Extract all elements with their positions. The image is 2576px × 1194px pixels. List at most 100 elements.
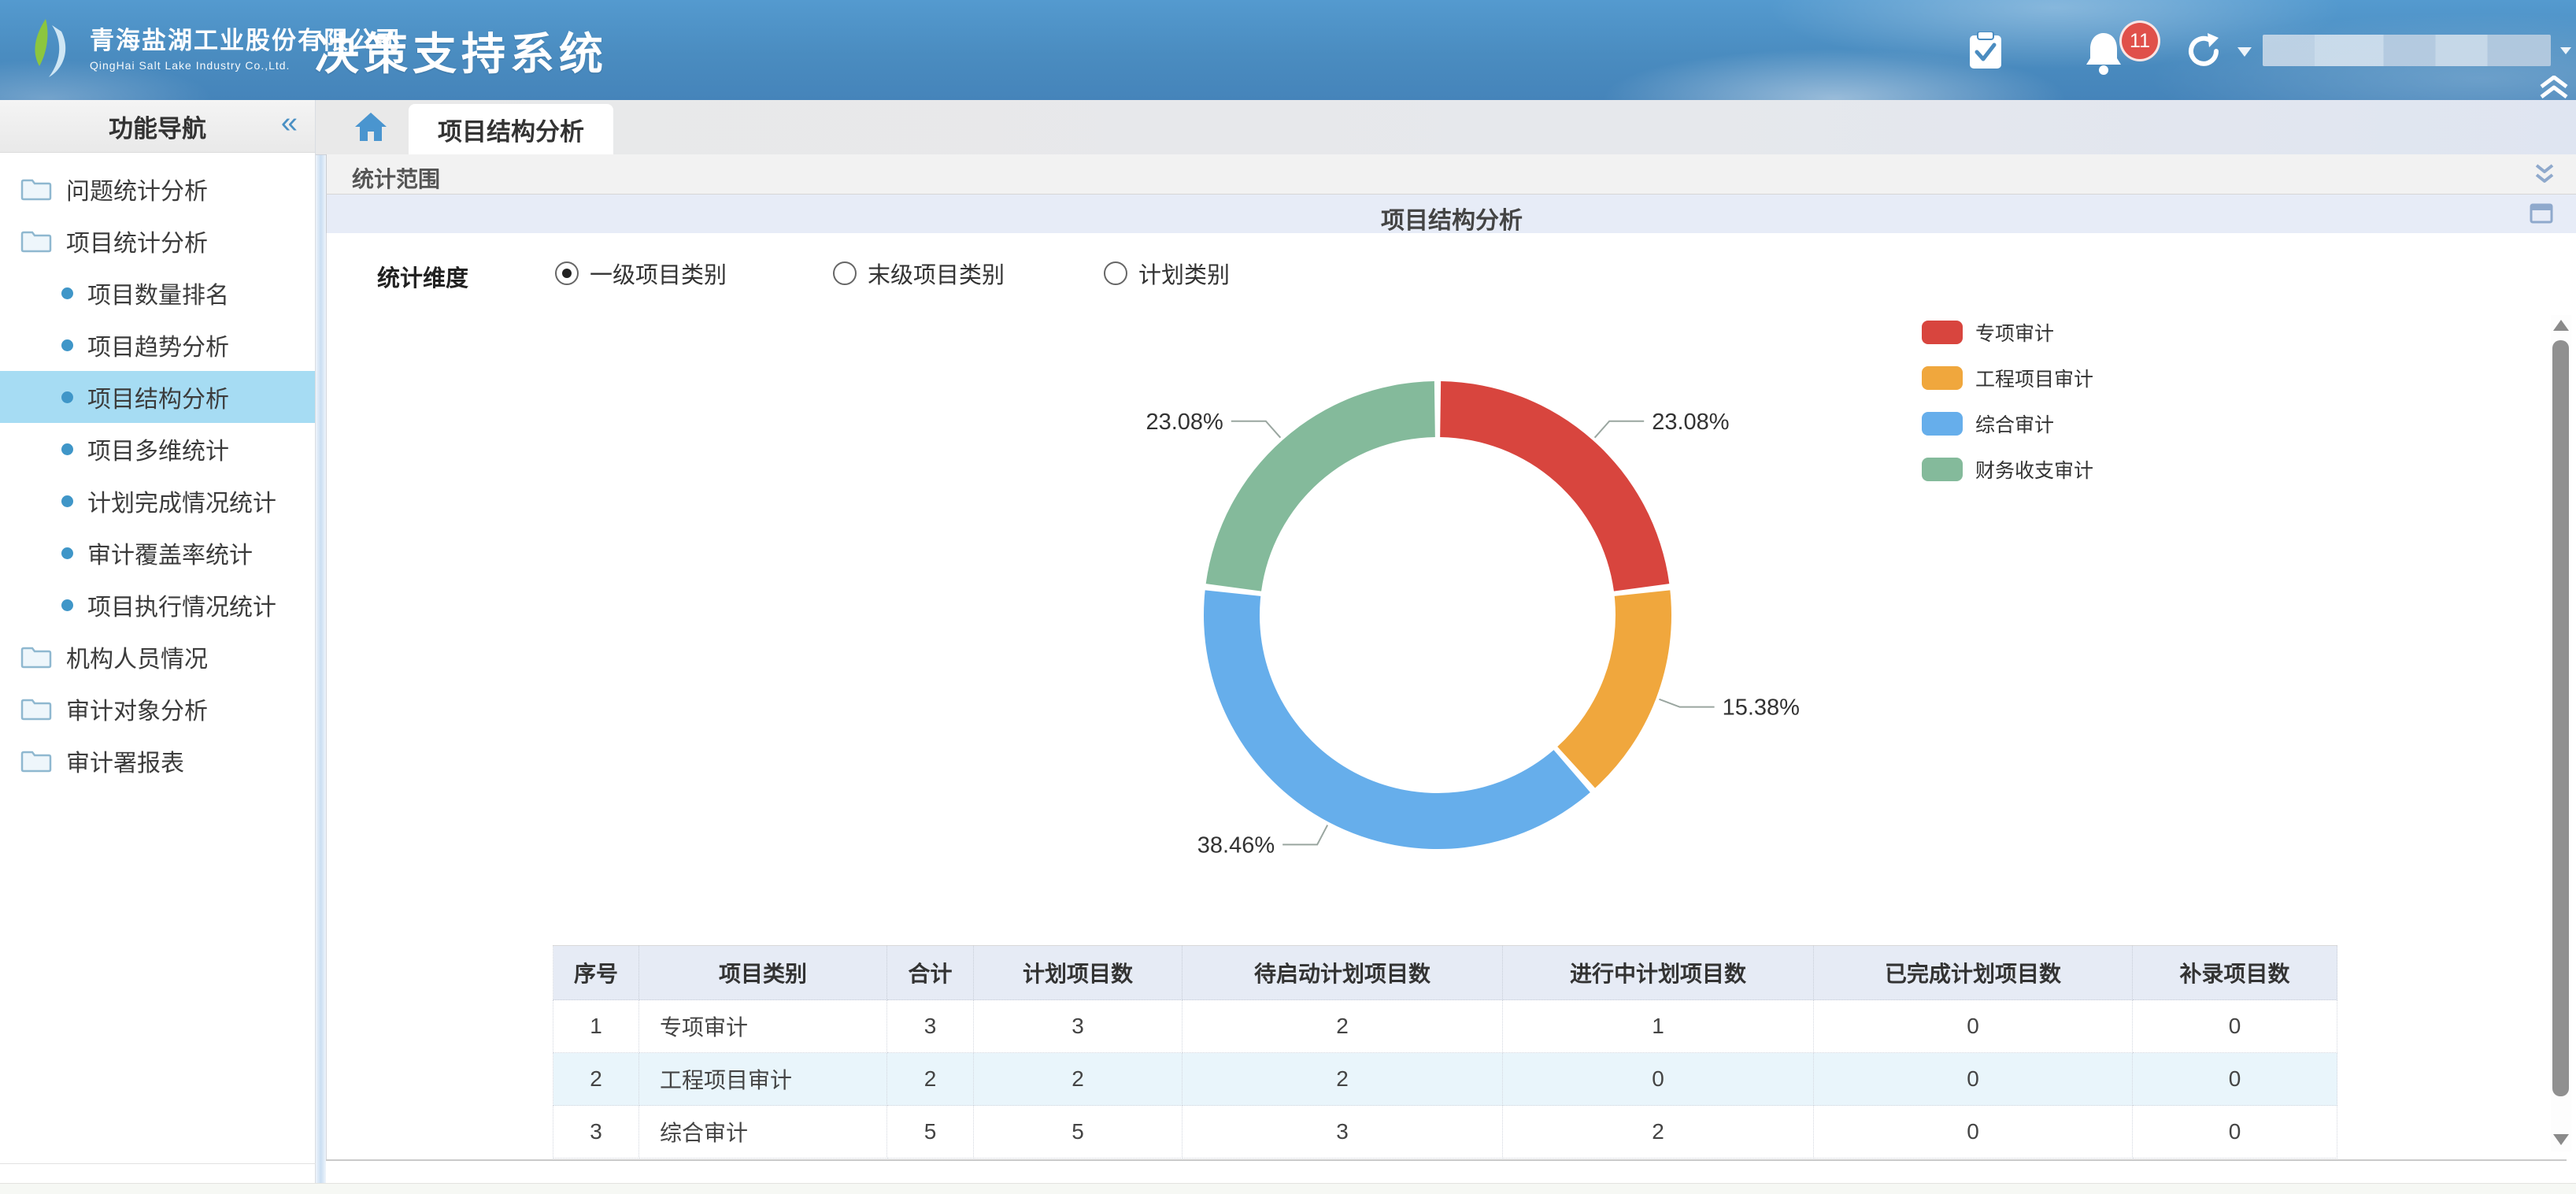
table-header-cell: 已完成计划项目数 (1813, 945, 2133, 1000)
content-bottom-divider (326, 1159, 2567, 1161)
chart-legend: 专项审计工程项目审计 综合审计财务收支审计 (1922, 318, 2093, 501)
statistics-table: 序号 项目类别 合计 计划项目数 待启动计划项目数 进行中计划项目数 已完成计划项目数 补录项… (553, 945, 2337, 1159)
refresh-icon[interactable] (2184, 32, 2223, 71)
sidebar-bottom-divider (0, 1163, 316, 1164)
legend-item-3[interactable]: 综合审计 (1922, 410, 2093, 438)
sidebar-item-label: 审计署报表 (66, 751, 184, 777)
sidebar-item-1[interactable]: 问题统计分析 (0, 163, 315, 215)
user-name-redacted[interactable] (2263, 35, 2551, 66)
expand-double-chevron-down-icon[interactable] (2533, 162, 2556, 186)
notification-badge[interactable]: 11 (2119, 20, 2160, 61)
tab-bar: 项目结构分析 (316, 100, 2576, 155)
radio-unselected-icon[interactable] (1104, 261, 1127, 285)
vertical-scrollbar[interactable] (2551, 315, 2571, 1151)
radio-selected-icon[interactable] (555, 261, 579, 285)
sidebar-item-8[interactable]: 审计覆盖率统计 (0, 527, 315, 579)
table-cell: 2 (1182, 1052, 1503, 1106)
collapse-header-chevrons-icon[interactable] (2537, 76, 2571, 99)
table-cell: 3 (973, 999, 1183, 1053)
sidebar-content-divider (316, 154, 326, 1183)
sidebar-collapse-icon[interactable]: « (280, 106, 298, 139)
chart-panel-body: 统计维度 一级项目类别 末级项目类别 计划类别 23.08% 15.38% 38.46%… (326, 233, 2576, 1159)
radio-option-1[interactable]: 一级项目类别 (555, 257, 727, 290)
maximize-window-icon[interactable] (2530, 203, 2553, 224)
table-cell: 2 (886, 1052, 974, 1106)
label-leader-line (1593, 420, 1645, 439)
sidebar-item-label: 审计覆盖率统计 (87, 543, 253, 569)
sidebar-item-11[interactable]: 审计对象分析 (0, 683, 315, 735)
company-logo: 青海盐湖工业股份有限公司 QingHai Salt Lake Industry … (22, 14, 402, 83)
folder-icon (20, 645, 52, 669)
legend-label: 综合审计 (1975, 414, 2055, 436)
sidebar-item-3[interactable]: 项目数量排名 (0, 267, 315, 319)
sidebar-item-4[interactable]: 项目趋势分析 (0, 319, 315, 371)
top-header-bar: 青海盐湖工业股份有限公司 QingHai Salt Lake Industry … (0, 0, 2576, 100)
bullet-icon (61, 599, 73, 611)
donut-slice-4[interactable] (1205, 381, 1435, 591)
sidebar-item-7[interactable]: 计划完成情况统计 (0, 475, 315, 527)
table-cell: 0 (2132, 1105, 2337, 1159)
sidebar-item-label: 审计对象分析 (66, 699, 208, 725)
legend-label: 工程项目审计 (1975, 369, 2094, 391)
label-leader-line (1282, 825, 1329, 846)
scrollbar-up-arrow-icon[interactable] (2553, 320, 2569, 331)
tasks-clipboard-icon[interactable] (1968, 32, 2003, 71)
label-leader-line (1659, 698, 1715, 708)
table-row-2[interactable]: 2 工程项目审计 2 2 2 0 0 0 (553, 1052, 2337, 1106)
radio-option-2[interactable]: 末级项目类别 (833, 257, 1005, 290)
sidebar-item-label: 项目多维统计 (87, 439, 229, 465)
donut-percent-label: 38.46% (1197, 832, 1275, 858)
label-leader-line (1231, 420, 1282, 439)
table-cell: 0 (1813, 999, 2133, 1053)
sidebar-item-label: 机构人员情况 (66, 647, 208, 673)
table-cell: 3 (553, 1105, 639, 1159)
table-cell: 5 (886, 1105, 974, 1159)
legend-swatch-icon (1922, 412, 1963, 436)
table-header-cell: 进行中计划项目数 (1502, 945, 1814, 1000)
legend-label: 财务收支审计 (1975, 460, 2094, 482)
donut-slice-2[interactable] (1557, 590, 1671, 788)
sidebar-item-5[interactable]: 项目结构分析 (0, 371, 315, 423)
sidebar-item-6[interactable]: 项目多维统计 (0, 423, 315, 475)
sidebar-item-2[interactable]: 项目统计分析 (0, 215, 315, 267)
table-cell: 2 (1182, 999, 1503, 1053)
table-cell: 3 (1182, 1105, 1503, 1159)
notifications-bell-icon[interactable] (2083, 30, 2124, 76)
tab-project-structure-analysis[interactable]: 项目结构分析 (409, 104, 613, 154)
sidebar-item-9[interactable]: 项目执行情况统计 (0, 579, 315, 631)
table-header-cell: 合计 (886, 945, 974, 1000)
user-dropdown-caret-icon[interactable] (2560, 47, 2571, 54)
scope-panel-title: 统计范围 (352, 167, 441, 191)
radio-unselected-icon[interactable] (833, 261, 857, 285)
home-icon[interactable] (353, 111, 388, 143)
table-header-cell: 序号 (553, 945, 639, 1000)
legend-item-2[interactable]: 工程项目审计 (1922, 364, 2093, 392)
table-row-1[interactable]: 1 专项审计 3 3 2 1 0 0 (553, 999, 2337, 1053)
sidebar-item-10[interactable]: 机构人员情况 (0, 631, 315, 683)
donut-slice-3[interactable] (1204, 590, 1590, 849)
scrollbar-down-arrow-icon[interactable] (2553, 1134, 2569, 1145)
legend-item-4[interactable]: 财务收支审计 (1922, 455, 2093, 484)
table-cell: 1 (1502, 999, 1814, 1053)
folder-icon (20, 229, 52, 253)
table-header-cell: 补录项目数 (2132, 945, 2337, 1000)
sidebar: 功能导航 « 问题统计分析 项目统计分析 项目数量排名 项目趋势分析 项目结构分析 项目多… (0, 100, 316, 1183)
sidebar-item-label: 项目统计分析 (66, 231, 208, 257)
folder-icon (20, 697, 52, 721)
legend-item-1[interactable]: 专项审计 (1922, 318, 2093, 347)
radio-option-3[interactable]: 计划类别 (1104, 257, 1230, 290)
refresh-dropdown-caret-icon[interactable] (2237, 47, 2252, 57)
table-cell: 专项审计 (638, 999, 887, 1053)
sidebar-item-label: 项目结构分析 (87, 387, 229, 413)
table-row-3[interactable]: 3 综合审计 5 5 3 2 0 0 (553, 1105, 2337, 1159)
table-cell: 5 (973, 1105, 1183, 1159)
app-title: 决策支持系统 (315, 29, 608, 79)
donut-slice-1[interactable] (1440, 381, 1670, 591)
sidebar-item-12[interactable]: 审计署报表 (0, 735, 315, 787)
scrollbar-thumb[interactable] (2552, 340, 2569, 1096)
legend-label: 专项审计 (1975, 323, 2055, 345)
bullet-icon (61, 495, 73, 507)
table-cell: 2 (553, 1052, 639, 1106)
bullet-icon (61, 547, 73, 559)
